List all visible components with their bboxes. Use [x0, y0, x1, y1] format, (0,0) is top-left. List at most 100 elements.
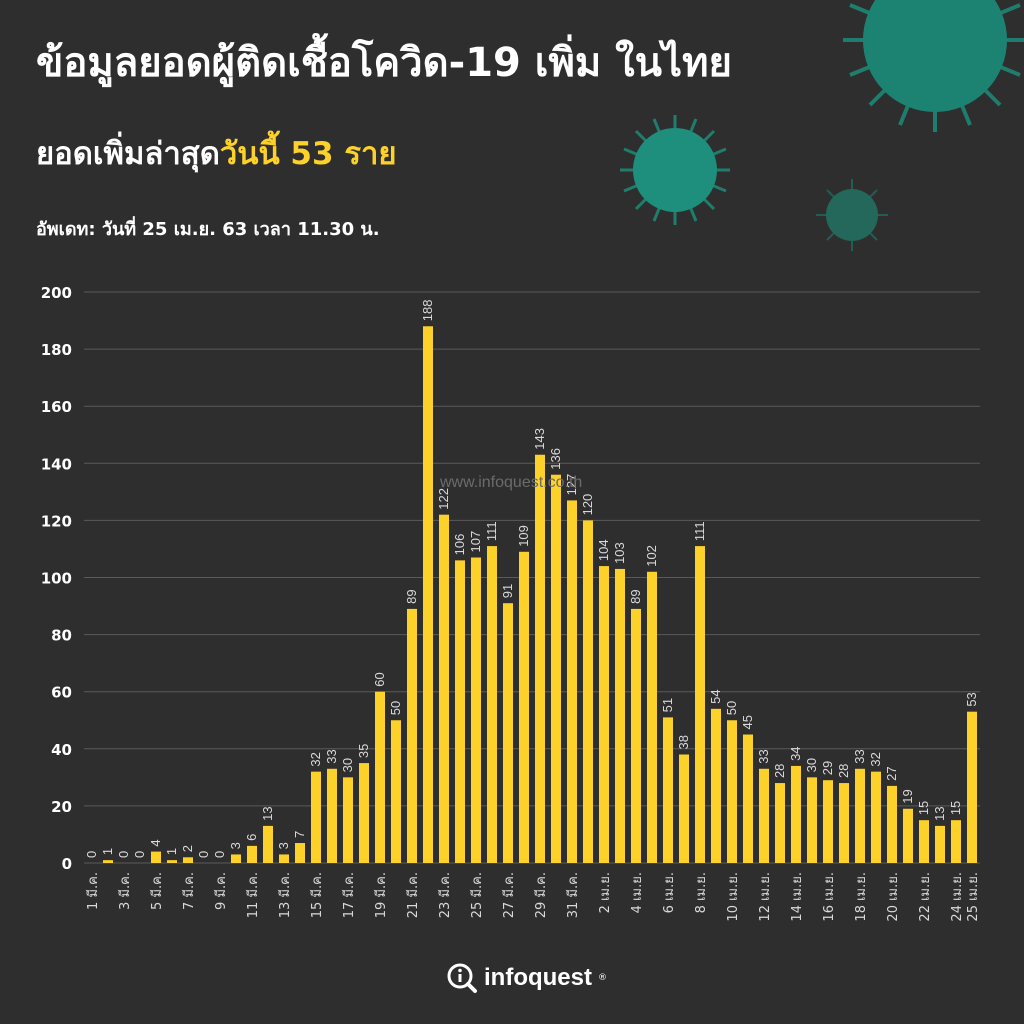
- data-label: 136: [548, 448, 563, 470]
- data-label: 109: [516, 525, 531, 547]
- data-label: 111: [484, 521, 499, 541]
- x-tick-label: 4 เม.ย.: [630, 872, 645, 913]
- data-label: 106: [452, 534, 467, 556]
- data-label: 1: [100, 848, 115, 855]
- virus-icon-medium: [620, 115, 730, 225]
- logo-text: infoquest: [484, 964, 592, 991]
- bar: [727, 720, 737, 863]
- bars: [103, 326, 977, 863]
- bar: [375, 691, 385, 863]
- x-tick-label: 1 มี.ค.: [85, 872, 101, 910]
- data-label: 89: [404, 589, 419, 603]
- bar: [679, 754, 689, 863]
- bar: [295, 843, 305, 863]
- x-tick-label: 29 มี.ค.: [533, 872, 549, 918]
- bar: [871, 771, 881, 863]
- data-label: 143: [532, 428, 547, 450]
- bar: [455, 560, 465, 863]
- y-tick-label: 40: [51, 741, 72, 759]
- bar: [647, 571, 657, 863]
- bar: [791, 765, 801, 863]
- bar: [263, 825, 273, 863]
- data-label: 102: [644, 545, 659, 567]
- bar: [423, 326, 433, 863]
- bar: [327, 768, 337, 863]
- x-tick-label: 2 เม.ย.: [598, 872, 613, 913]
- data-label: 19: [900, 789, 915, 803]
- bar: [935, 825, 945, 863]
- data-label: 27: [884, 766, 899, 780]
- bar: [439, 514, 449, 863]
- bar: [407, 608, 417, 863]
- data-label: 60: [372, 672, 387, 686]
- bar: [279, 854, 289, 863]
- y-tick-label: 0: [62, 855, 72, 873]
- bar: [663, 717, 673, 863]
- y-tick-label: 140: [41, 455, 72, 473]
- bar: [567, 500, 577, 863]
- data-label: 0: [84, 851, 99, 858]
- x-tick-label: 15 มี.ค.: [309, 872, 325, 918]
- y-tick-label: 100: [41, 570, 72, 588]
- x-tick-label: 24 เม.ย.: [950, 872, 965, 922]
- x-tick-label: 8 เม.ย.: [694, 872, 709, 913]
- data-label: 188: [420, 300, 435, 322]
- bar: [743, 734, 753, 863]
- x-tick-label: 12 เม.ย.: [758, 872, 773, 922]
- data-label: 7: [292, 831, 307, 838]
- x-tick-label: 23 มี.ค.: [437, 872, 453, 918]
- bar: [695, 546, 705, 863]
- data-label: 120: [580, 494, 595, 516]
- data-label: 50: [724, 701, 739, 715]
- bar: [583, 520, 593, 863]
- x-tick-label: 3 มี.ค.: [117, 872, 133, 910]
- infoquest-logo: infoquest ®: [446, 962, 607, 994]
- x-tick-label: 11 มี.ค.: [245, 872, 261, 918]
- data-label: 0: [132, 851, 147, 858]
- bar: [967, 711, 977, 863]
- bar: [775, 783, 785, 863]
- y-tick-label: 120: [41, 512, 72, 530]
- magnifier-i-icon: [447, 963, 477, 993]
- data-label: 33: [852, 749, 867, 763]
- bar: [503, 603, 513, 863]
- bar: [359, 763, 369, 863]
- data-label: 15: [948, 801, 963, 815]
- bar: [167, 860, 177, 863]
- data-label: 30: [804, 758, 819, 772]
- y-tick-label: 160: [41, 398, 72, 416]
- data-label: 6: [244, 834, 259, 841]
- x-tick-label: 18 เม.ย.: [854, 872, 869, 922]
- data-label: 0: [212, 851, 227, 858]
- bar: [807, 777, 817, 863]
- y-tick-label: 180: [41, 341, 72, 359]
- x-tick-label: 17 มี.ค.: [341, 872, 357, 918]
- data-label: 50: [388, 701, 403, 715]
- bar: [855, 768, 865, 863]
- x-tick-label: 7 มี.ค.: [181, 872, 197, 910]
- bar: [599, 566, 609, 863]
- x-tick-label: 31 มี.ค.: [565, 872, 581, 918]
- x-tick-label: 22 เม.ย.: [918, 872, 933, 922]
- subtitle: ยอดเพิ่มล่าสุดวันนี้ 53 ราย: [36, 128, 397, 178]
- bar: [471, 557, 481, 863]
- data-label: 28: [836, 764, 851, 778]
- bar: [887, 785, 897, 863]
- bar: [823, 780, 833, 863]
- data-label: 4: [148, 839, 163, 846]
- data-label: 54: [708, 689, 723, 703]
- data-label: 107: [468, 531, 483, 553]
- data-label: 3: [276, 842, 291, 849]
- bar: [551, 474, 561, 863]
- bar: [631, 608, 641, 863]
- x-tick-label: 6 เม.ย.: [662, 872, 677, 913]
- data-label: 3: [228, 842, 243, 849]
- x-tick-label: 25 มี.ค.: [469, 872, 485, 918]
- data-label: 53: [964, 692, 979, 706]
- data-label: 34: [788, 746, 803, 760]
- bar: [839, 783, 849, 863]
- data-label: 15: [916, 801, 931, 815]
- x-axis-ticks: 1 มี.ค. 3 มี.ค. 5 มี.ค. 7 มี.ค. 9 มี.ค. 11 มี…: [85, 872, 981, 922]
- data-label: 51: [660, 698, 675, 712]
- y-axis-ticks: 0 20 40 60 80 100 120 140 160 180 200: [41, 284, 72, 873]
